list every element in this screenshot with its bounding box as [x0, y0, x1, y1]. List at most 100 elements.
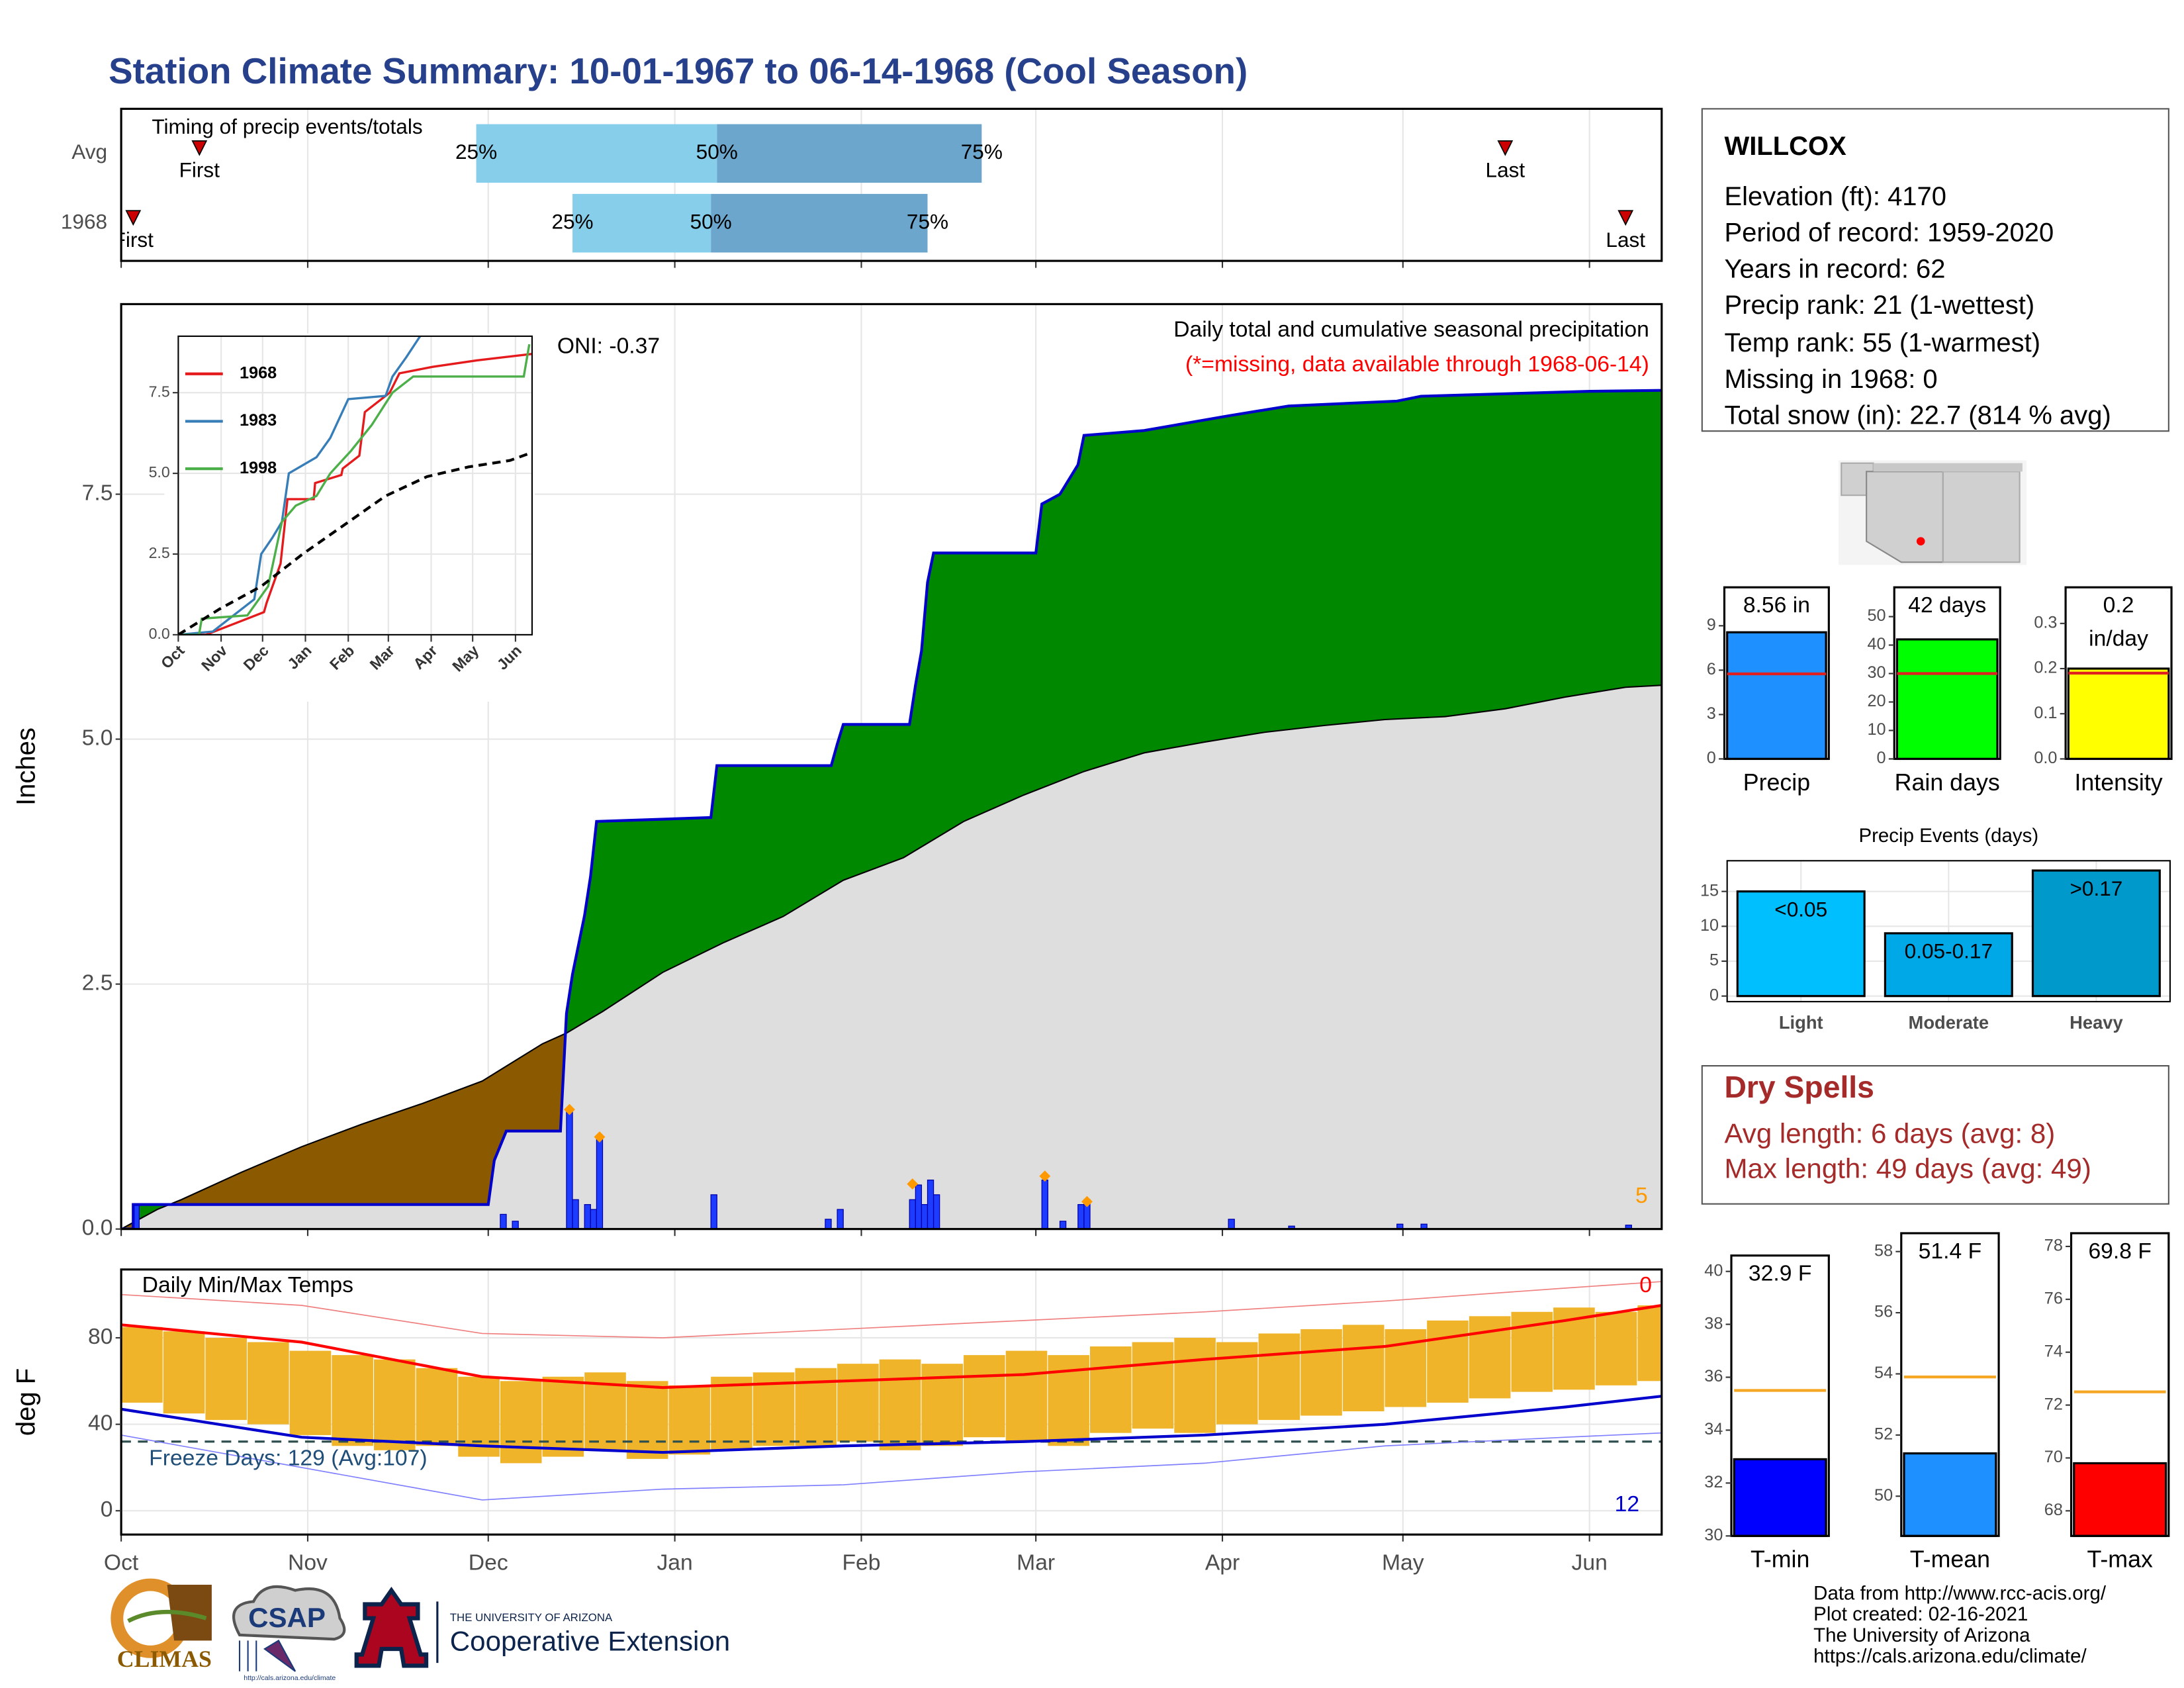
quartile-label: 75% [907, 210, 948, 234]
quartile-label: 50% [690, 210, 732, 234]
station-line: Years in record: 62 [1724, 254, 1945, 283]
quartile-label: 50% [696, 140, 738, 164]
daily-bar [825, 1219, 832, 1229]
plot-area [178, 336, 532, 635]
quartile-bar [476, 124, 717, 183]
temp-range-bar [500, 1381, 542, 1464]
y-tick-label: 38 [1704, 1314, 1723, 1333]
logo-url: http://cals.arizona.edu/climate [244, 1674, 336, 1682]
summary-bar [1895, 638, 1999, 761]
daily-bar [909, 1199, 916, 1229]
y-tick-label: 2.5 [149, 544, 170, 561]
series-line [178, 344, 531, 635]
logo-shape [232, 1585, 346, 1641]
quartile-label: 75% [961, 140, 1003, 164]
daily-bar [512, 1221, 519, 1229]
dry-spells-title: Dry Spells [1724, 1070, 1874, 1104]
panel-title: Daily total and cumulative seasonal prec… [1173, 317, 1649, 342]
plot-area [121, 389, 1662, 1229]
y-tick-label: 0 [1707, 749, 1716, 767]
locator-map [1839, 460, 2027, 565]
timing-marker [191, 140, 208, 156]
temp-line [121, 1281, 1662, 1338]
daily-bar [921, 1204, 929, 1229]
x-tick-label: Mar [1017, 1550, 1055, 1575]
daily-bar [566, 1109, 573, 1229]
daily-bar [1077, 1204, 1085, 1229]
panel-title: Precip Events (days) [1858, 825, 2038, 847]
y-tick-label: 40 [1704, 1261, 1723, 1280]
legend-label: 1983 [240, 411, 277, 430]
map-state [1873, 463, 2023, 472]
map-state [1942, 471, 2021, 563]
record-high-count: 0 [1639, 1273, 1652, 1297]
daily-bar [837, 1209, 844, 1229]
station-dot [1916, 537, 1925, 546]
y-axis-label: deg F [12, 1368, 41, 1436]
temp-range-bar [1595, 1311, 1637, 1385]
y-tick-label: 70 [2044, 1448, 2063, 1466]
plot-background [178, 336, 532, 635]
value-label-box: 51.4 F [1918, 1240, 1982, 1264]
plot-frame [2070, 1232, 2170, 1537]
temp-range-bar [248, 1342, 289, 1425]
value-label: 51.4 F [1918, 1240, 1982, 1264]
y-tick-label: 76 [2044, 1289, 2063, 1307]
map-state [1866, 471, 1944, 563]
summary-bar [1733, 1458, 1827, 1537]
panel-subtitle: (*=missing, data available through 1968-… [1185, 352, 1649, 377]
y-tick-label: 56 [1874, 1303, 1893, 1321]
x-tick-label: May [1382, 1550, 1424, 1575]
timing-label: First [179, 158, 220, 182]
temp-range-bar [1258, 1333, 1300, 1421]
dry-spells-line: Avg length: 6 days (avg: 8) [1724, 1118, 2055, 1149]
quartile-label: 25% [551, 210, 593, 234]
plot-frame [120, 1268, 1663, 1536]
dry-spells-line: Max length: 49 days (avg: 49) [1724, 1152, 2091, 1184]
logo-shape [238, 1639, 296, 1672]
x-tick-label: Nov [288, 1550, 328, 1575]
y-tick-label: 7.5 [82, 481, 113, 505]
temp-range-bar [1089, 1346, 1132, 1433]
station-box [1701, 108, 2169, 432]
temp-range-bar [1132, 1342, 1174, 1429]
temp-line [121, 1303, 1662, 1389]
y-tick-label: 58 [1874, 1241, 1893, 1260]
logo-shape [127, 1609, 207, 1623]
logo-text: CSAP [248, 1602, 326, 1633]
y-tick-label: 36 [1704, 1367, 1723, 1385]
y-axis-label: Inches [12, 727, 41, 806]
timing-marker [1497, 140, 1514, 156]
temp-range-bar [837, 1364, 879, 1442]
category-label: 1968 [61, 210, 107, 234]
daily-bar [927, 1180, 934, 1229]
plot-frame [1900, 1232, 2000, 1537]
timing-label: Last [1606, 228, 1645, 252]
temp-range-bar [1637, 1305, 1662, 1382]
event-bar [1884, 932, 2013, 998]
panel-title: Daily Min/Max Temps [142, 1273, 353, 1297]
daily-bar [590, 1209, 598, 1229]
timing-marker [1617, 210, 1634, 226]
climas-logo: CLIMAS [111, 1578, 212, 1672]
value-label-box: 32.9 F [1748, 1262, 1812, 1287]
y-tick-label: 40 [1868, 635, 1886, 653]
y-tick-label: 80 [88, 1325, 113, 1349]
value-label: 32.9 F [1748, 1262, 1812, 1287]
record-low-count: 12 [1615, 1492, 1639, 1517]
category-label: Heavy [2070, 1012, 2123, 1033]
temp-range-bar [1216, 1342, 1258, 1425]
y-tick-label: 0.0 [82, 1216, 113, 1241]
plot-area: 25% 50% 75% First Last 25% 50% 75% First Last [121, 124, 1645, 253]
x-tick-label: Dec [469, 1550, 508, 1575]
daily-bar [1041, 1180, 1048, 1229]
plot-area [121, 1281, 1662, 1501]
y-tick-label: 50 [1868, 606, 1886, 625]
temp-range-bar [1174, 1337, 1216, 1433]
average-outline [121, 684, 1662, 1229]
footer-line: The University of Arizona [1813, 1624, 2030, 1646]
oni-annotation: ONI: -0.37 [557, 334, 660, 359]
quartile-bar [711, 193, 928, 253]
y-tick-label: 30 [1704, 1526, 1723, 1544]
daily-bar [915, 1184, 923, 1229]
